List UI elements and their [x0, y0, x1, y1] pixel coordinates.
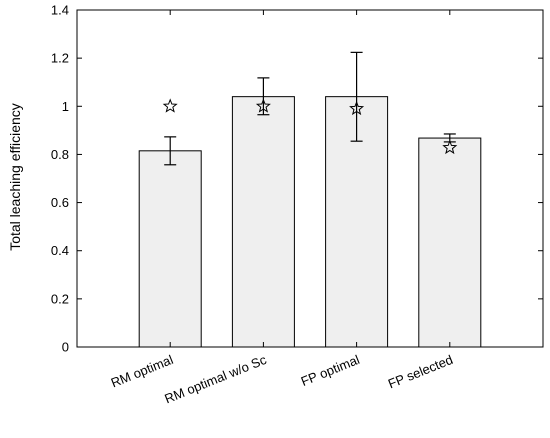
star-marker-1 — [255, 98, 271, 113]
y-ticks-layer: 0 0.2 0.4 0.6 0.8 1 1.2 1.4 — [51, 3, 543, 355]
star-marker-3 — [442, 139, 458, 155]
bar-0 — [138, 150, 202, 348]
star-marker-2 — [349, 100, 365, 116]
star-markers-layer — [162, 98, 458, 155]
x-tick-label-2: FP optimal — [299, 352, 362, 389]
star-marker-0 — [162, 98, 178, 113]
error-bar-2 — [350, 51, 363, 142]
y-tick-label-5: 1 — [62, 99, 69, 114]
y-axis-label: Total leaching efficiency — [7, 103, 23, 251]
bar-3 — [418, 137, 482, 348]
error-bars-layer — [164, 51, 456, 166]
x-tick-label-0: RM optimal — [109, 352, 176, 391]
x-tick-label-1: RM optimal w/o Sc — [162, 352, 269, 407]
axes-layer — [76, 9, 544, 348]
y-tick-label-4: 0.8 — [51, 147, 69, 162]
plot-frame — [76, 9, 544, 348]
bars-layer — [138, 96, 482, 348]
error-bar-0 — [164, 136, 177, 166]
y-tick-label-1: 0.2 — [51, 291, 69, 306]
y-tick-label-6: 1.2 — [51, 51, 69, 66]
y-tick-label-7: 1.4 — [51, 3, 69, 18]
y-tick-label-2: 0.4 — [51, 243, 69, 258]
y-tick-label-3: 0.6 — [51, 195, 69, 210]
y-tick-label-0: 0 — [62, 340, 69, 355]
x-tick-label-3: FP selected — [386, 352, 455, 392]
bar-1 — [231, 96, 295, 348]
